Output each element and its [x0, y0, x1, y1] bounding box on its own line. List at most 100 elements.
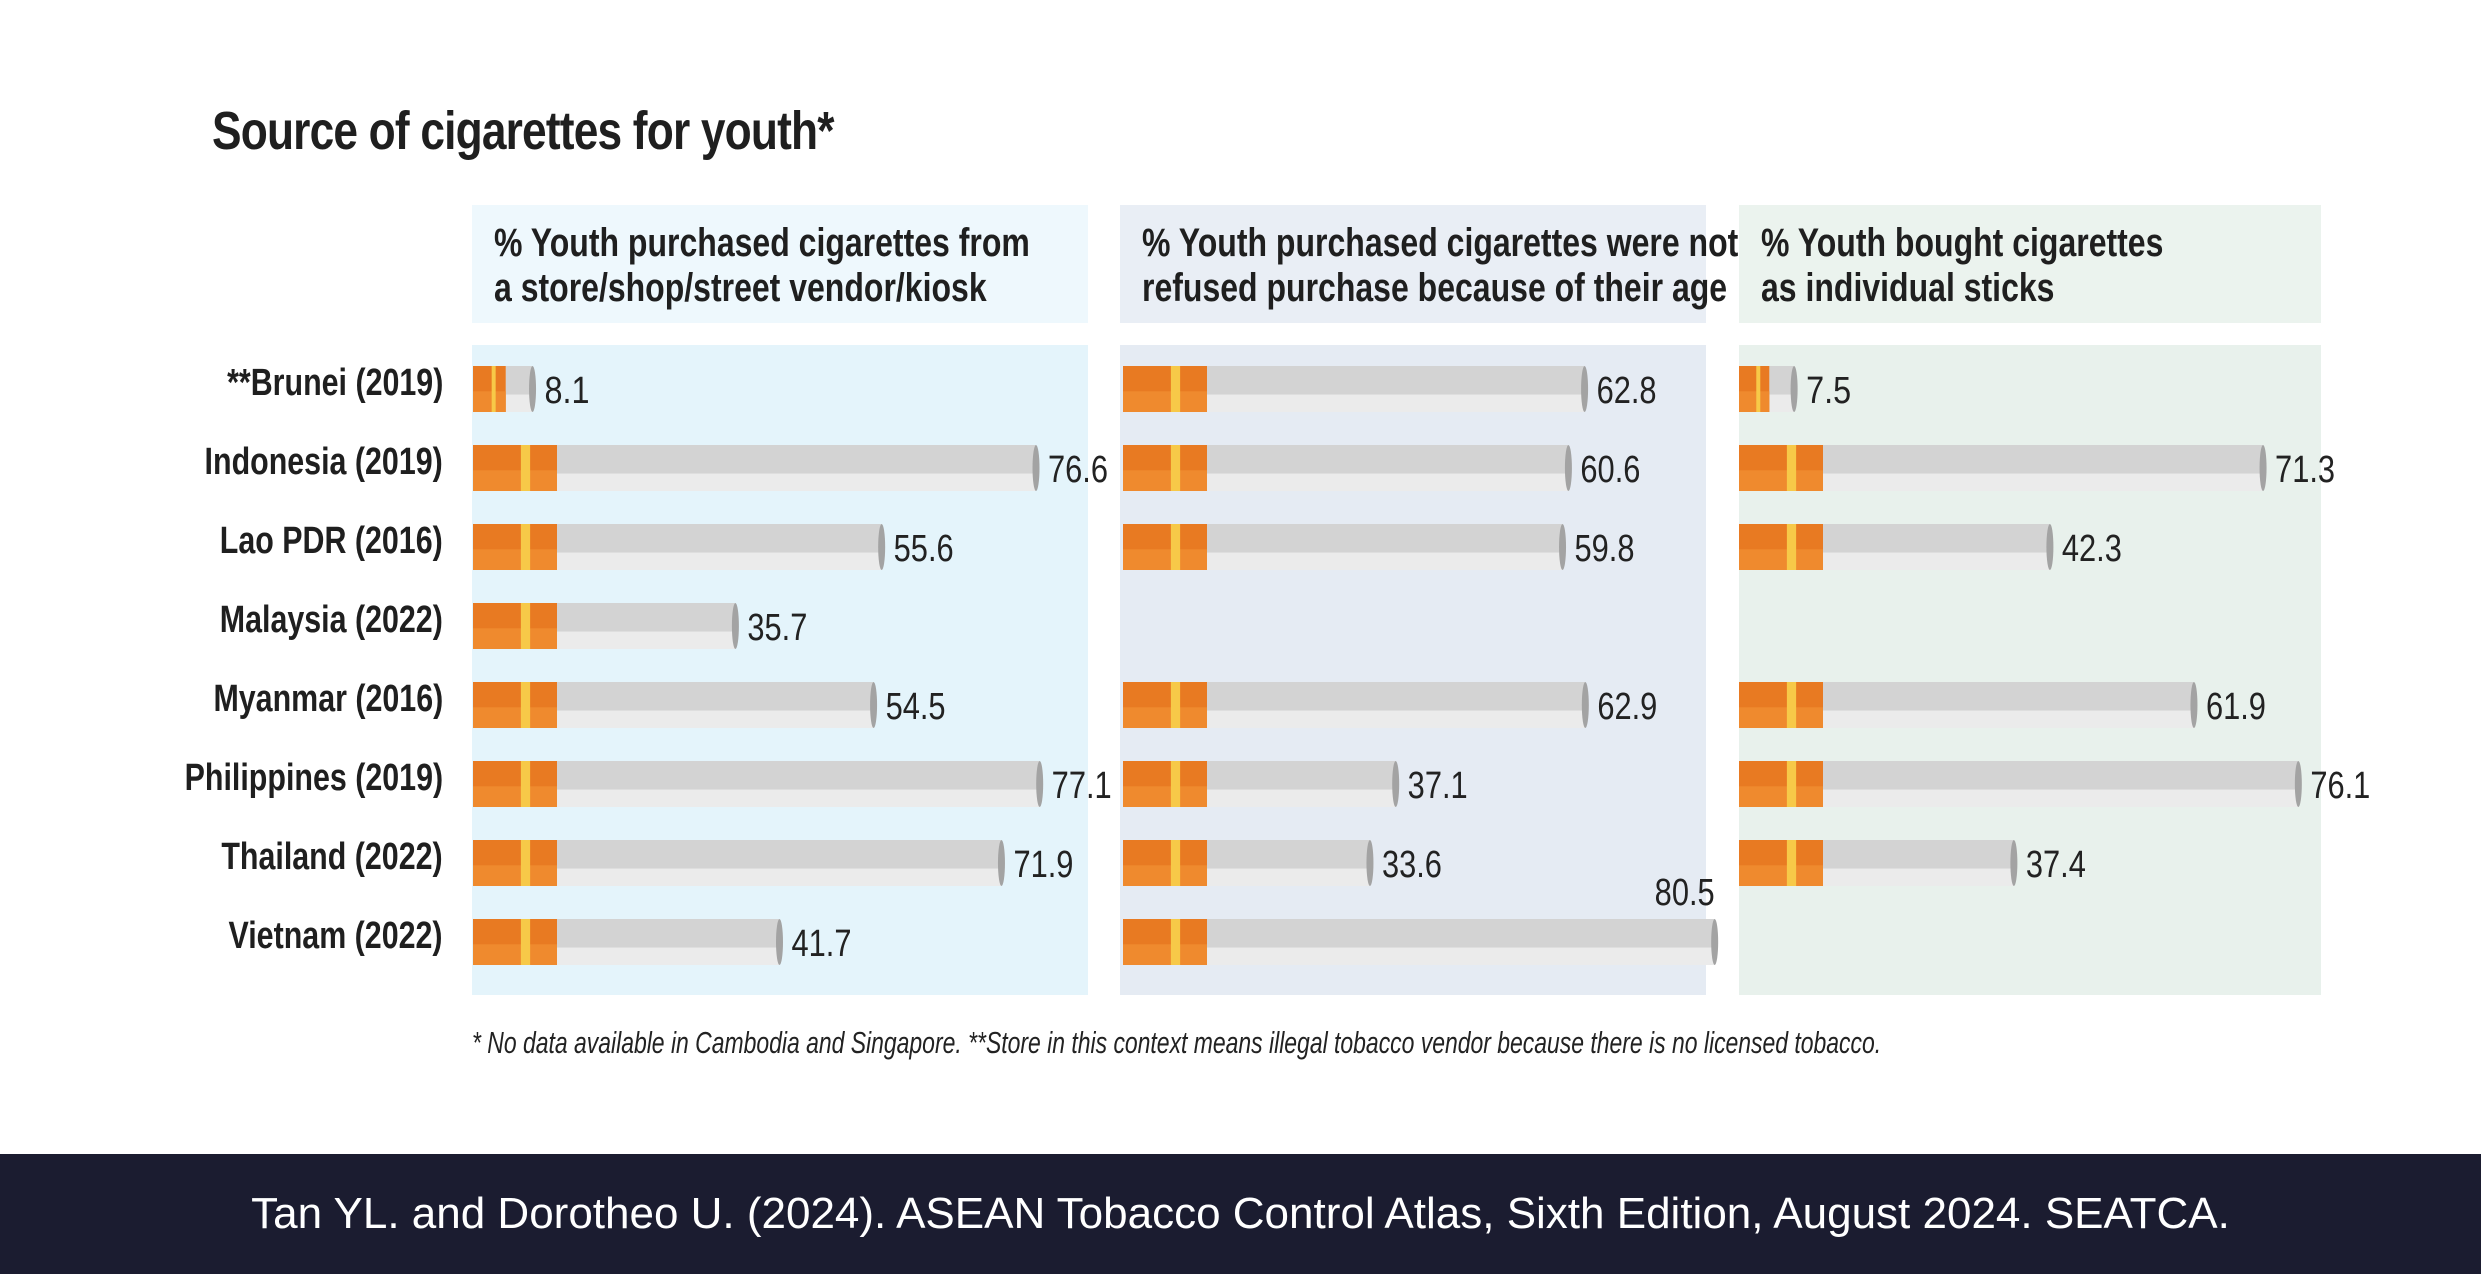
bar-not-refused-1-paper-shade — [1207, 473, 1569, 491]
bar-store-0-paper-shade — [505, 394, 533, 412]
bar-store-4-value-label: 54.5 — [886, 686, 946, 728]
bar-not-refused-1-filter-shade — [1123, 470, 1207, 491]
bar-sticks-0-value-label: 7.5 — [1806, 370, 1851, 412]
panel-header-store: % Youth purchased cigarettes from a stor… — [472, 205, 1088, 323]
bar-store-7-value-label: 41.7 — [791, 923, 851, 965]
bar-not-refused-5-filter-band — [1170, 761, 1181, 807]
bar-store-3-value-label: 35.7 — [747, 607, 807, 649]
bar-store-4-filter-shade — [473, 707, 557, 728]
panel-header-sticks-line-2: as individual sticks — [1761, 266, 2055, 310]
bar-store-3-paper-shade — [557, 631, 736, 649]
source-footer: Tan YL. and Dorotheo U. (2024). ASEAN To… — [0, 1154, 2481, 1274]
bar-sticks-2-paper-shade — [1823, 552, 2050, 570]
bar-not-refused-2-value-label: 59.8 — [1575, 528, 1635, 570]
bar-store-5-ash-tip — [1036, 761, 1044, 807]
country-label-myanmar: Myanmar (2016) — [213, 678, 443, 720]
bar-not-refused-5-value-label: 37.1 — [1408, 765, 1468, 807]
bar-sticks-1-filter-band — [1786, 445, 1797, 491]
bar-store-6-paper-shade — [557, 868, 1002, 886]
bar-not-refused-4-filter-shade — [1123, 707, 1207, 728]
bar-store-7-filter-band — [520, 919, 531, 965]
bar-store-2-ash-tip — [878, 524, 886, 570]
bar-not-refused-6-filter-band — [1170, 840, 1181, 886]
bar-store-0-filter-shade — [473, 391, 506, 412]
bar-sticks-4-paper-shade — [1823, 710, 2194, 728]
bar-sticks-0-filter-band — [1756, 366, 1761, 412]
bar-sticks-2-value-label: 42.3 — [2062, 528, 2122, 570]
bar-store-3-ash-tip — [731, 603, 739, 649]
country-label-malaysia: Malaysia (2022) — [219, 599, 443, 641]
bar-not-refused-7-value-label: 80.5 — [1655, 872, 1715, 914]
bar-store-0-value-label: 8.1 — [545, 370, 590, 412]
bar-sticks-1-paper-shade — [1823, 473, 2264, 491]
bar-not-refused-4-value-label: 62.9 — [1597, 686, 1657, 728]
bar-sticks-0-ash-tip — [1790, 366, 1798, 412]
bar-not-refused-0-filter-shade — [1123, 391, 1207, 412]
bar-not-refused-2-filter-shade — [1123, 549, 1207, 570]
country-label-brunei: **Brunei (2019) — [226, 362, 443, 404]
bar-not-refused-0-filter-band — [1170, 366, 1181, 412]
bar-store-1-filter-band — [520, 445, 531, 491]
bar-not-refused-0-value-label: 62.8 — [1597, 370, 1657, 412]
bar-sticks-1-value-label: 71.3 — [2275, 449, 2335, 491]
bar-store-7-ash-tip — [775, 919, 783, 965]
bar-sticks-5-value-label: 76.1 — [2310, 765, 2370, 807]
bar-not-refused-1-ash-tip — [1564, 445, 1572, 491]
bar-store-7-paper-shade — [557, 947, 780, 965]
bar-sticks-2-ash-tip — [2046, 524, 2054, 570]
country-label-indonesia: Indonesia (2019) — [204, 441, 443, 483]
bar-store-1-value-label: 76.6 — [1048, 449, 1108, 491]
bar-store-5-paper-shade — [557, 789, 1040, 807]
source-citation: Tan YL. and Dorotheo U. (2024). ASEAN To… — [251, 1189, 2230, 1238]
bar-sticks-1-filter-shade — [1739, 470, 1823, 491]
bar-not-refused-5-paper-shade — [1207, 789, 1396, 807]
bar-not-refused-2-ash-tip — [1559, 524, 1567, 570]
bar-store-6-ash-tip — [997, 840, 1005, 886]
bar-not-refused-5-filter-shade — [1123, 786, 1207, 807]
bar-not-refused-4-filter-band — [1170, 682, 1181, 728]
bar-store-4-ash-tip — [870, 682, 878, 728]
bar-store-2-filter-band — [520, 524, 531, 570]
country-label-philippines: Philippines (2019) — [184, 757, 443, 799]
bar-store-6-filter-shade — [473, 865, 557, 886]
bar-sticks-2-filter-shade — [1739, 549, 1823, 570]
bar-not-refused-6-ash-tip — [1366, 840, 1374, 886]
bar-sticks-6-ash-tip — [2010, 840, 2018, 886]
bar-store-1-paper-shade — [557, 473, 1037, 491]
bar-sticks-6-filter-shade — [1739, 865, 1823, 886]
cigarette-bars-chart: 8.1 76.6 55.6 35.7 54.5 77.1 71.9 41.7 62.8 60.6 5… — [473, 366, 2370, 965]
bar-store-5-value-label: 77.1 — [1052, 765, 1112, 807]
bar-sticks-0-paper-shade — [1769, 394, 1795, 412]
bar-store-2-value-label: 55.6 — [894, 528, 954, 570]
bar-not-refused-0-ash-tip — [1581, 366, 1589, 412]
bar-store-0-ash-tip — [529, 366, 537, 412]
bar-store-1-ash-tip — [1032, 445, 1040, 491]
bar-not-refused-7-filter-shade — [1123, 944, 1207, 965]
bar-not-refused-0-paper-shade — [1207, 394, 1585, 412]
bar-sticks-4-filter-shade — [1739, 707, 1823, 728]
bar-store-3-filter-band — [520, 603, 531, 649]
bar-sticks-5-paper-shade — [1823, 789, 2299, 807]
bar-not-refused-2-filter-band — [1170, 524, 1181, 570]
bar-store-1-filter-shade — [473, 470, 557, 491]
bar-not-refused-1-filter-band — [1170, 445, 1181, 491]
bar-not-refused-4-ash-tip — [1581, 682, 1589, 728]
bar-not-refused-2-paper-shade — [1207, 552, 1563, 570]
panel-header-sticks: % Youth bought cigarettes as individual … — [1739, 205, 2321, 323]
bar-sticks-5-filter-band — [1786, 761, 1797, 807]
bar-sticks-6-paper-shade — [1823, 868, 2014, 886]
bar-store-7-filter-shade — [473, 944, 557, 965]
country-label-thailand: Thailand (2022) — [221, 836, 443, 878]
bar-sticks-5-ash-tip — [2294, 761, 2302, 807]
bar-sticks-0-filter-shade — [1739, 391, 1770, 412]
bar-sticks-6-value-label: 37.4 — [2026, 844, 2086, 886]
panel-header-not-refused: % Youth purchased cigarettes were not re… — [1120, 205, 1738, 323]
panel-header-sticks-line-1: % Youth bought cigarettes — [1761, 221, 2164, 265]
bar-store-6-value-label: 71.9 — [1013, 844, 1073, 886]
bar-sticks-6-filter-band — [1786, 840, 1797, 886]
bar-not-refused-6-filter-shade — [1123, 865, 1207, 886]
bar-store-5-filter-shade — [473, 786, 557, 807]
bar-not-refused-7-paper-shade — [1207, 947, 1715, 965]
bar-sticks-4-filter-band — [1786, 682, 1797, 728]
bar-store-5-filter-band — [520, 761, 531, 807]
